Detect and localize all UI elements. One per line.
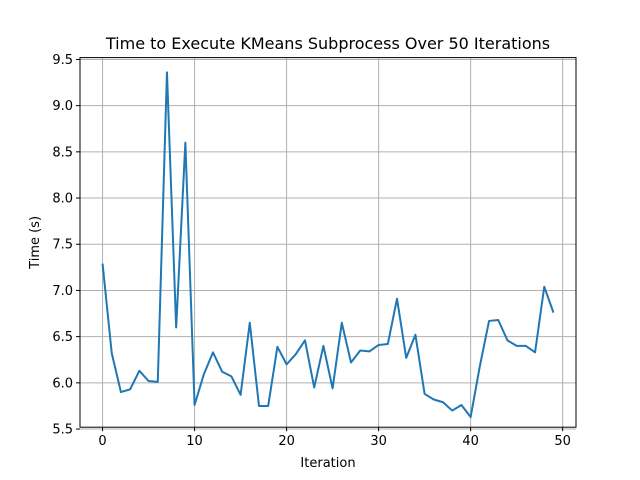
grid [80, 57, 576, 430]
y-tick-label: 6.5 [52, 330, 73, 345]
x-axis-label: Iteration [300, 456, 355, 471]
y-tick-label: 8.0 [52, 192, 73, 207]
x-tick-label: 20 [278, 434, 295, 449]
x-tick-label: 10 [186, 434, 203, 449]
x-tick-label: 30 [370, 434, 387, 449]
y-tick-label: 9.5 [52, 53, 73, 68]
y-tick-label: 8.5 [52, 145, 73, 160]
series-line [101, 71, 555, 419]
series-layer [101, 71, 555, 419]
plot-frame [79, 57, 577, 428]
y-tick-label: 9.0 [52, 99, 73, 114]
x-tick-label: 0 [98, 434, 106, 449]
y-tick-label: 5.5 [52, 423, 73, 438]
y-tick-label: 7.0 [52, 284, 73, 299]
chart-title: Time to Execute KMeans Subprocess Over 5… [105, 34, 550, 53]
y-axis-label: Time (s) [28, 216, 43, 270]
x-tick-label: 40 [462, 434, 479, 449]
y-tick-label: 6.0 [52, 376, 73, 391]
y-tick-label: 7.5 [52, 238, 73, 253]
axis-ticks: 0 10 20 30 40 50 5.5 6.0 6.5 7.0 7.5 8.0 8.5 9.0 9.5 [52, 53, 571, 449]
x-tick-label: 50 [554, 434, 571, 449]
